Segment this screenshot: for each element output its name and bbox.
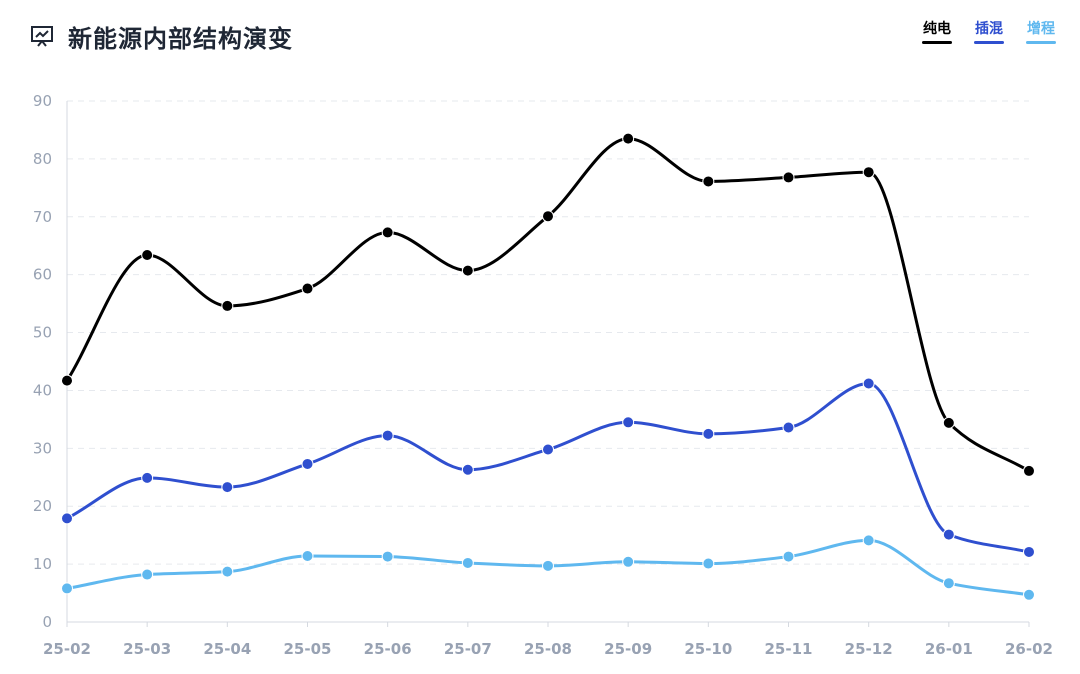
x-tick-label: 25-08 (524, 640, 572, 658)
data-point-erev[interactable] (542, 559, 554, 572)
data-point-erev[interactable] (942, 577, 955, 590)
x-axis: 25-02 25-03 25-04 25-05 25-06 25-07 25-08 25-09… (43, 622, 1053, 658)
data-point-erev[interactable] (141, 568, 154, 581)
data-point-erev[interactable] (301, 550, 314, 563)
x-tick-label: 26-01 (925, 640, 973, 658)
data-point-erev[interactable] (702, 557, 715, 570)
y-tick-label: 40 (33, 381, 52, 399)
series-line-bev (65, 137, 1031, 473)
data-point-erev[interactable] (862, 534, 875, 547)
data-point-bev[interactable] (782, 171, 795, 184)
y-tick-label: 60 (33, 266, 52, 284)
data-point-bev[interactable] (1023, 464, 1035, 477)
x-tick-label: 25-07 (444, 640, 492, 658)
x-tick-label: 25-05 (284, 640, 332, 658)
x-tick-label: 25-02 (43, 640, 91, 658)
data-point-bev[interactable] (622, 132, 635, 145)
y-tick-label: 80 (33, 150, 52, 168)
data-point-bev[interactable] (862, 166, 875, 179)
y-tick-label: 10 (33, 555, 52, 573)
y-tick-label: 30 (33, 439, 52, 457)
chart-title: 新能源内部结构演变 (68, 24, 293, 53)
y-tick-label: 0 (42, 613, 52, 631)
data-point-phev[interactable] (1023, 545, 1035, 558)
data-point-erev[interactable] (381, 550, 394, 563)
legend-item-bev[interactable]: 纯电 (922, 20, 952, 44)
y-tick-label: 70 (33, 208, 52, 226)
chart-header: 新能源内部结构演变 (30, 14, 293, 58)
data-point-bev[interactable] (542, 210, 554, 223)
y-axis: 0 10 20 30 40 50 60 70 80 90 (33, 92, 68, 631)
series-line-phev (65, 381, 1031, 554)
data-point-erev[interactable] (1023, 588, 1035, 601)
data-point-erev[interactable] (622, 555, 635, 568)
x-tick-label: 25-04 (203, 640, 251, 658)
data-point-erev[interactable] (221, 565, 234, 578)
data-point-erev[interactable] (461, 556, 474, 569)
legend-item-phev[interactable]: 插混 (974, 20, 1004, 44)
x-tick-label: 25-03 (123, 640, 171, 658)
series-erev (61, 534, 1035, 601)
data-point-phev[interactable] (461, 463, 474, 476)
data-point-phev[interactable] (702, 427, 715, 440)
data-point-bev[interactable] (301, 282, 314, 295)
data-point-phev[interactable] (782, 421, 795, 434)
data-point-phev[interactable] (862, 377, 875, 390)
x-tick-label: 25-06 (364, 640, 412, 658)
y-tick-label: 20 (33, 497, 52, 515)
data-point-bev[interactable] (702, 175, 715, 188)
data-point-bev[interactable] (942, 416, 955, 429)
data-point-phev[interactable] (141, 471, 154, 484)
data-point-erev[interactable] (782, 550, 795, 563)
legend-swatch-phev (974, 41, 1004, 44)
data-point-phev[interactable] (61, 512, 73, 525)
legend-label-erev: 增程 (1027, 21, 1055, 37)
legend-swatch-bev (922, 41, 952, 44)
legend: 纯电 插混 增程 (922, 20, 1056, 44)
y-tick-label: 50 (33, 324, 52, 342)
data-point-phev[interactable] (381, 429, 394, 442)
presentation-chart-icon (31, 26, 53, 47)
legend-swatch-erev (1026, 41, 1056, 44)
legend-label-bev: 纯电 (923, 21, 951, 37)
y-tick-label: 90 (33, 92, 52, 110)
data-point-bev[interactable] (61, 374, 73, 387)
data-point-phev[interactable] (622, 416, 635, 429)
series-phev (61, 377, 1035, 558)
data-point-phev[interactable] (942, 528, 955, 541)
data-point-phev[interactable] (221, 481, 234, 494)
data-point-bev[interactable] (141, 248, 154, 261)
data-point-erev[interactable] (61, 582, 73, 595)
x-tick-label: 25-12 (845, 640, 893, 658)
x-tick-label: 25-10 (684, 640, 732, 658)
data-point-bev[interactable] (381, 226, 394, 239)
x-tick-label: 25-11 (765, 640, 813, 658)
data-point-bev[interactable] (221, 299, 234, 312)
legend-label-phev: 插混 (975, 21, 1003, 37)
data-point-phev[interactable] (301, 457, 314, 470)
data-point-phev[interactable] (542, 443, 554, 456)
x-tick-label: 25-09 (604, 640, 652, 658)
x-tick-label: 26-02 (1005, 640, 1053, 658)
legend-item-erev[interactable]: 增程 (1026, 20, 1056, 44)
series-group (61, 132, 1035, 601)
series-bev (61, 132, 1035, 477)
data-point-bev[interactable] (461, 264, 474, 277)
